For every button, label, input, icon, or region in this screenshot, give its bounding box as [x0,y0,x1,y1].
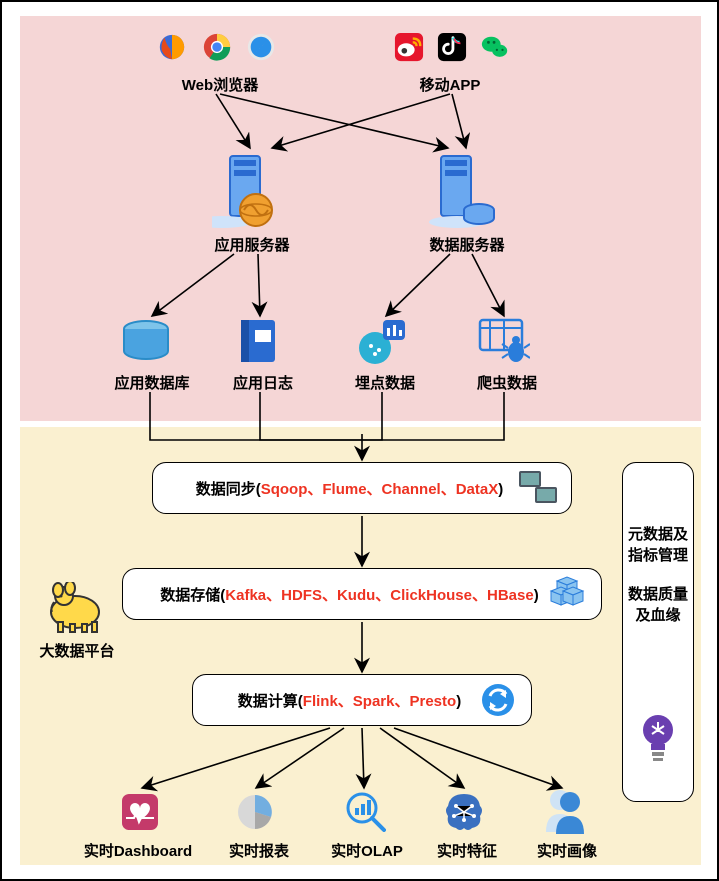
chrome-icon [202,32,232,62]
firefox-icon [157,32,187,62]
heart-monitor-icon [120,792,160,832]
app_server-label: 应用服务器 [207,234,297,255]
bulb-icon [636,712,680,762]
app_log-label: 应用日志 [228,372,298,393]
feature-label: 实时特征 [432,840,502,861]
data-server-icon [427,152,497,230]
mobile_app-label: 移动APP [410,74,490,95]
search-chart-icon [344,790,386,832]
web_browsers-label: Web浏览器 [170,74,270,95]
app_db-label: 应用数据库 [107,372,197,393]
wechat-icon [480,32,510,62]
cube-icon [547,575,587,613]
track-label: 埋点数据 [350,372,420,393]
spider-icon [478,316,530,366]
brain-icon [442,790,486,834]
sync_box: 数据同步(Sqoop、Flume、Channel、DataX) [152,462,572,514]
chart-bubble-icon [357,316,407,366]
refresh-icon [480,682,516,718]
weibo-icon [394,32,424,62]
dashboard-label: 实时Dashboard [78,840,198,861]
sync-pc-icon [517,469,559,507]
pie-icon [235,792,275,832]
book-icon [237,318,281,366]
portrait-label: 实时画像 [532,840,602,861]
bigdata_platform-label: 大数据平台 [32,640,122,661]
tiktok-icon [437,32,467,62]
report-label: 实时报表 [224,840,294,861]
app-server-icon [212,152,282,230]
crawler-label: 爬虫数据 [472,372,542,393]
store_box: 数据存储(Kafka、HDFS、Kudu、ClickHouse、HBase) [122,568,602,620]
hadoop-icon [46,582,104,634]
data_server-label: 数据服务器 [422,234,512,255]
safari-icon [246,32,276,62]
olap-label: 实时OLAP [322,840,412,861]
profile-icon [542,786,586,834]
db-icon [120,320,172,364]
